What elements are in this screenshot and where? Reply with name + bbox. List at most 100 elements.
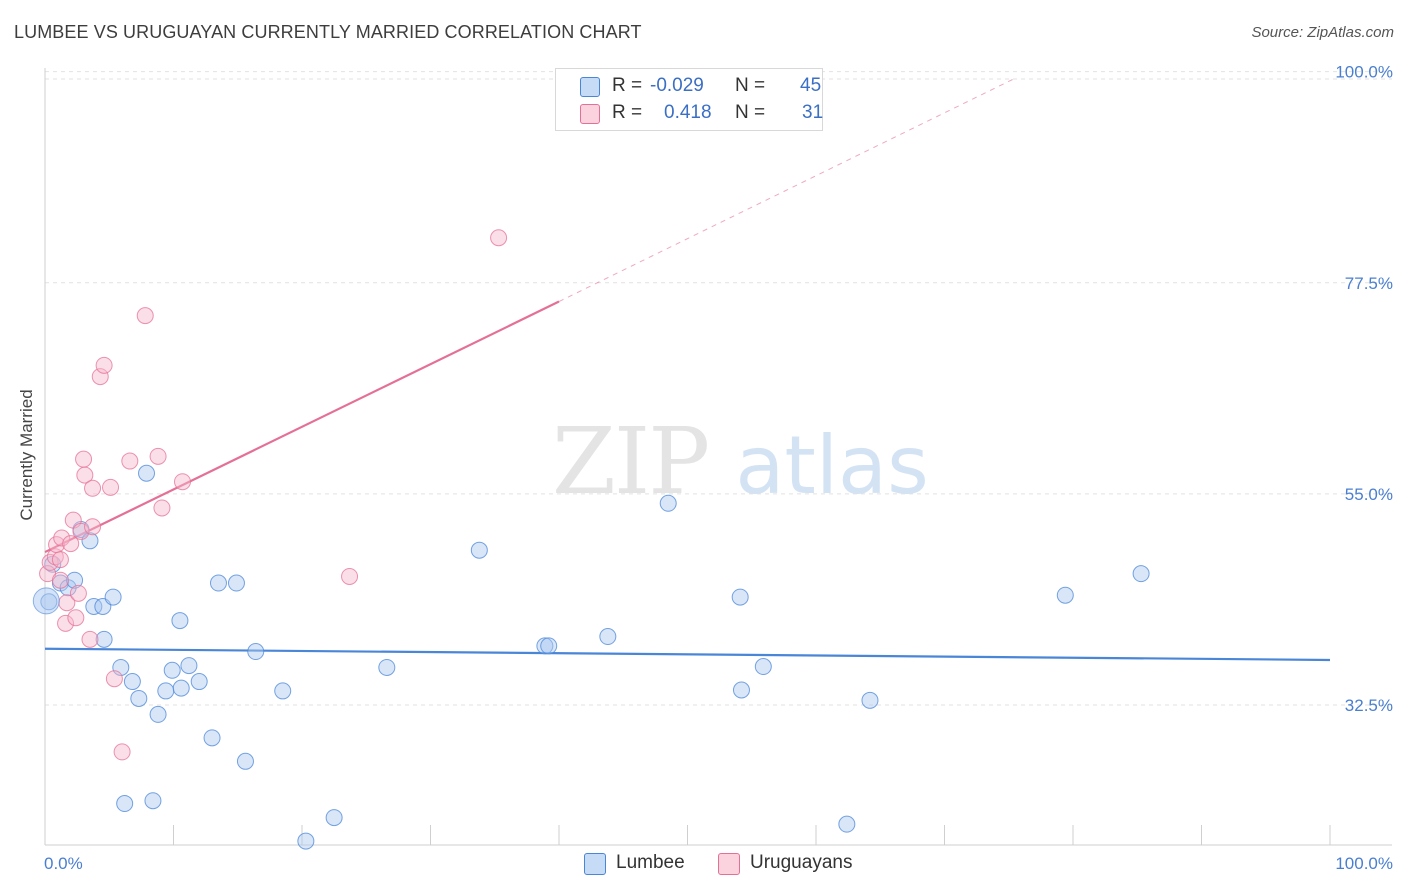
uruguayan-point [173,473,191,491]
trend-lines [44,77,1331,662]
axes [44,68,1392,846]
uruguayan-point [51,571,69,589]
uruguayan-point [341,567,359,585]
uruguayan-point [136,307,154,325]
lumbee-point [599,628,617,646]
lumbee-point [754,658,772,676]
bottom-legend-swatch-lumbee [584,853,606,875]
x-tick-label: 100.0% [1335,854,1393,873]
uruguayan-point [81,630,99,648]
lumbee-point [85,597,103,615]
uruguayan-point [121,452,139,470]
lumbee-point [732,681,750,699]
uruguayan-point [153,499,171,517]
grid-lines [45,71,1392,706]
lumbee-point [123,673,141,691]
uruguayan-point [67,609,85,627]
uruguayan-point [57,614,75,632]
legend-n-value: 31 [802,102,824,123]
legend-swatch-lumbee [580,77,600,97]
uruguayan-point [102,478,120,496]
x-tick-label: 0.0% [44,854,83,873]
source-credit: Source: ZipAtlas.com [1251,24,1394,41]
legend-r-value: -0.029 [650,75,704,96]
lumbee-point [66,571,84,589]
bottom-legend-swatch-uruguayans [718,853,740,875]
lumbee-point [540,637,558,655]
lumbee-point [157,682,175,700]
lumbee-point [171,612,189,630]
uruguayan-point [46,548,64,566]
watermark-zip: ZIP [552,408,710,515]
uruguayan-point [95,356,113,374]
uruguayan-point [84,479,102,497]
lumbee-point [149,705,167,723]
y-tick-label: 77.5% [1345,274,1393,293]
lumbee-point [81,532,99,550]
uruguayan-point [490,229,508,247]
y-tick-label: 100.0% [1335,63,1393,82]
data-points [32,229,1150,850]
stats-legend: R = -0.029 N = 45 R = 0.418 N = 31 [555,68,823,131]
y-tick-label: 32.5% [1345,696,1393,715]
lumbee-point [378,658,396,676]
bottom-legend-label-lumbee: Lumbee [616,852,685,873]
lumbee-point [104,588,122,606]
uruguayan-point [84,518,102,536]
uruguayan-point [105,670,123,688]
lumbee-point [838,815,856,833]
uruguayan-point [69,584,87,602]
lumbee-point [731,588,749,606]
lumbee-point [130,689,148,707]
uruguayan-point [53,529,71,547]
uruguayan-trend-line [44,300,560,554]
lumbee-point [95,630,113,648]
legend-r-value: 0.418 [664,102,712,123]
lumbee-point [1056,586,1074,604]
y-tick-label: 55.0% [1345,485,1393,504]
lumbee-point [172,679,190,697]
uruguayan-point [91,368,109,386]
lumbee-point [659,494,677,512]
legend-r-label: R = [612,75,643,96]
bottom-legend-label-uruguayans: Uruguayans [750,852,853,873]
lumbee-point [325,809,343,827]
lumbee-point [190,673,208,691]
legend-r-label: R = [612,102,643,123]
y-axis-label: Currently Married [17,389,36,520]
lumbee-cluster-point [32,587,60,615]
tick-labels: 100.0% 77.5% 55.0% 32.5% 0.0% 100.0% [44,63,1393,873]
uruguayan-point [76,466,94,484]
legend-n-label: N = [735,102,766,123]
lumbee-point [247,643,265,661]
uruguayan-trend-extension [558,77,1016,302]
lumbee-point [203,729,221,747]
uruguayan-point [149,447,167,465]
lumbee-point [209,574,227,592]
legend-n-value: 45 [800,75,822,96]
lumbee-point [861,691,879,709]
lumbee-point [138,464,156,482]
lumbee-point [274,682,292,700]
uruguayan-point [62,535,80,553]
watermark: ZIP atlas [552,408,929,515]
lumbee-point [116,795,134,813]
lumbee-point [297,832,315,850]
legend-n-label: N = [735,75,766,96]
uruguayan-point [75,450,93,468]
lumbee-point [180,657,198,675]
chart-title: LUMBEE VS URUGUAYAN CURRENTLY MARRIED CO… [14,22,642,42]
lumbee-point [163,661,181,679]
lumbee-point [236,752,254,770]
legend-swatch-uruguayans [580,104,600,124]
lumbee-point [470,541,488,559]
watermark-atlas: atlas [735,419,929,512]
lumbee-trend-line [44,647,1331,662]
lumbee-point [536,637,554,655]
lumbee-point [1132,565,1150,583]
uruguayan-point [113,743,131,761]
uruguayan-point [51,551,69,569]
lumbee-point [227,574,245,592]
lumbee-point [144,792,162,810]
